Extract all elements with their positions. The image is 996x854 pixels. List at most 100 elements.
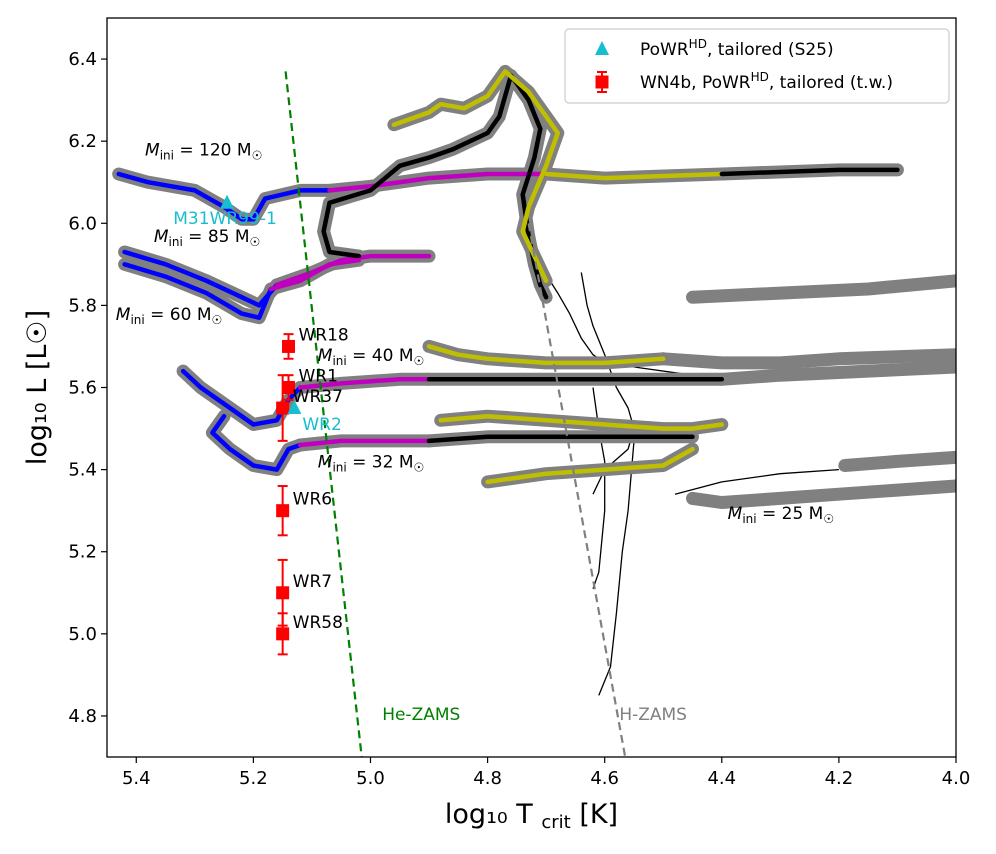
y-tick-label-3: 5.4 — [68, 460, 97, 481]
legend-entry-1: WN4b, PoWRHD, tailored (t.w.) — [640, 70, 893, 93]
x-tick-label-5: 4.4 — [707, 768, 736, 789]
track-label-m: M — [318, 346, 333, 366]
marker-wr37 — [276, 401, 290, 415]
track-label-value: = 120 M — [174, 141, 252, 161]
track-label-sub: ini — [130, 313, 144, 327]
marker-wr58 — [276, 627, 290, 641]
he-zams-label: He-ZAMS — [382, 705, 460, 725]
y-tick-label-4: 5.6 — [68, 378, 97, 399]
track-label-sub: ini — [742, 512, 756, 526]
track-label-value: = 25 M — [757, 504, 824, 524]
x-tick-label-2: 5.0 — [356, 768, 385, 789]
star-label-wr1: WR1 — [299, 367, 338, 387]
track-black-4-2 — [426, 434, 695, 444]
track-yellow-1-3 — [391, 69, 561, 284]
track-label-3: Mini = 40 M☉ — [318, 346, 424, 368]
reference-lines-layer — [284, 71, 627, 757]
track-label-5: Mini = 25 M☉ — [728, 504, 834, 526]
y-tick-label-5: 5.8 — [68, 295, 97, 316]
x-label-main: log₁₀ T — [445, 799, 541, 830]
x-label-unit: [K] — [571, 799, 618, 830]
thin-track-1 — [580, 272, 635, 495]
track-blue-4-0 — [210, 413, 303, 472]
thin-track-4 — [674, 468, 839, 495]
legend-marker-square — [595, 75, 609, 89]
axis-ticks-layer: 5.4 5.2 5.0 4.8 4.6 4.4 4.2 4.0 4.8 5.0 5.2 5.4 5.6 5… — [68, 49, 970, 789]
legend-entry-sup: HD — [689, 37, 707, 51]
star-label-wr18: WR18 — [299, 325, 349, 345]
track-label-value: = 32 M — [347, 453, 414, 473]
legend-entry-0: PoWRHD, tailored (S25) — [640, 37, 834, 60]
track-label-4: Mini = 32 M☉ — [318, 453, 424, 475]
plot-frame — [106, 17, 957, 758]
track-outline-4-6 — [838, 450, 956, 472]
legend-entry-sup: HD — [751, 70, 769, 84]
track-yellow-4-4 — [485, 446, 695, 485]
y-tick-label-0: 4.8 — [68, 706, 97, 727]
marker-m31wr99-1 — [220, 194, 235, 209]
x-tick-label-0: 5.4 — [122, 768, 151, 789]
y-tick-label-8: 6.4 — [68, 49, 97, 70]
track-label-sub: ini — [332, 354, 346, 368]
legend-entry-rest: , tailored (S25) — [707, 40, 834, 60]
track-yellow-4-3 — [438, 413, 725, 431]
legend-box — [564, 28, 950, 104]
legend-marker-triangle — [595, 41, 609, 55]
track-label-suffix: ☉ — [823, 512, 834, 526]
legend-entry-label: WN4b, PoWR — [640, 73, 751, 93]
track-magenta-4-1 — [297, 438, 432, 448]
y-tick-label-6: 6.0 — [68, 213, 97, 234]
track-blue-1-0 — [122, 249, 280, 308]
track-label-suffix: ☉ — [252, 149, 263, 163]
track-label-sub: ini — [160, 149, 174, 163]
y-tick-label-7: 6.2 — [68, 131, 97, 152]
x-tick-label-4: 4.6 — [590, 768, 619, 789]
y-label-unit: [L☉] — [22, 310, 53, 370]
track-label-m: M — [318, 453, 333, 473]
tracks-layer — [112, 64, 956, 696]
x-tick-label-1: 5.2 — [239, 768, 268, 789]
track-outline-3-3 — [715, 360, 956, 386]
track-label-m: M — [728, 504, 743, 524]
track-blue-2-0 — [122, 262, 274, 320]
marker-wr2 — [287, 400, 302, 415]
track-magenta-1-1 — [274, 253, 432, 288]
track-label-value: = 60 M — [145, 305, 212, 325]
marker-wr6 — [276, 504, 290, 518]
track-blue-0-0 — [116, 171, 332, 222]
track-label-0: Mini = 120 M☉ — [145, 141, 262, 163]
legend-entry-rest: , tailored (t.w.) — [769, 73, 893, 93]
marker-wr18 — [282, 339, 296, 353]
track-label-2: Mini = 60 M☉ — [116, 305, 222, 327]
track-magenta-0-1 — [327, 171, 549, 193]
track-black-1-2 — [321, 73, 549, 300]
track-label-sub: ini — [169, 235, 183, 249]
y-label-main: log₁₀ L — [22, 370, 53, 465]
track-label-suffix: ☉ — [414, 354, 425, 368]
x-tick-label-7: 4.0 — [942, 768, 971, 789]
y-tick-label-1: 5.0 — [68, 624, 97, 645]
track-label-suffix: ☉ — [212, 313, 223, 327]
ref-line-h-zams — [527, 223, 627, 757]
x-tick-label-3: 4.8 — [473, 768, 502, 789]
x-axis-label: log₁₀ T crit [K] — [445, 799, 618, 833]
star-label-wr7: WR7 — [293, 572, 332, 592]
track-outline-3-6 — [686, 274, 956, 304]
star-label-wr37: WR37 — [293, 387, 343, 407]
track-label-sub: ini — [332, 461, 346, 475]
legend: PoWRHD, tailored (S25)WN4b, PoWRHD, tail… — [564, 28, 950, 104]
track-label-m: M — [116, 305, 131, 325]
track-black-0-3 — [719, 167, 900, 177]
track-label-m: M — [145, 141, 160, 161]
h-zams-label: H-ZAMS — [619, 705, 687, 725]
track-label-1: Mini = 85 M☉ — [154, 227, 260, 249]
track-yellow-3-4 — [426, 344, 666, 366]
track-yellow-0-2 — [543, 171, 725, 181]
star-label-m31wr99-1: M31WR99-1 — [173, 209, 277, 229]
x-label-sub: crit — [541, 812, 570, 833]
data-points-layer — [220, 194, 302, 656]
y-axis-label: log₁₀ L [L☉] — [22, 310, 53, 465]
